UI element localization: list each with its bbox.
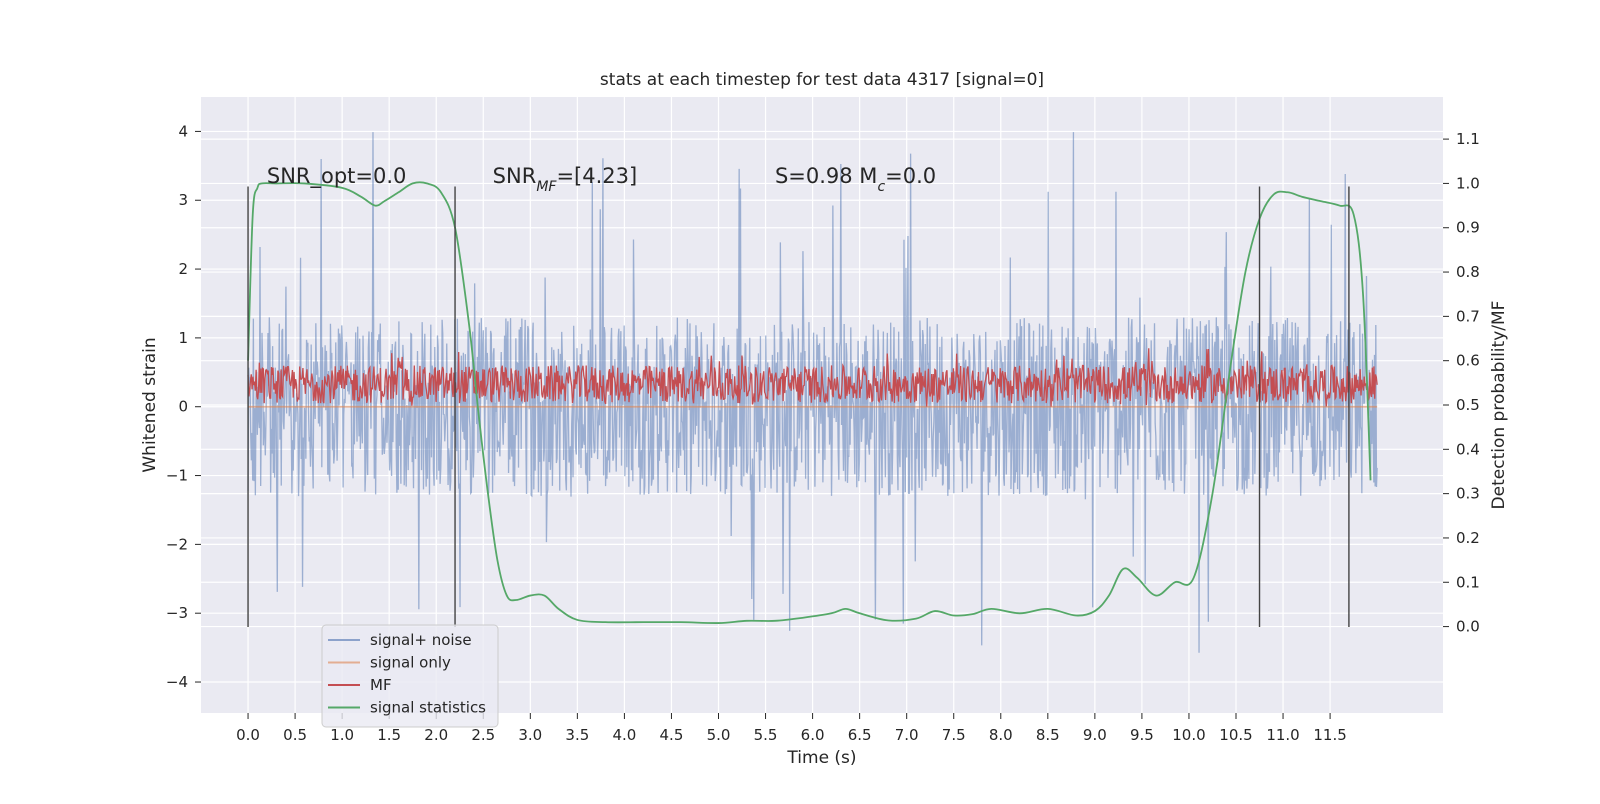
- annotation-0: SNR_opt=0.0: [267, 164, 407, 189]
- y-axis-ticks: 4 3 2 1 0 −1 −2 −3 −4: [166, 122, 201, 691]
- x-tick-label: 10.5: [1219, 726, 1252, 744]
- right-tick-label: 0.8: [1456, 263, 1480, 281]
- legend: signal+ noise signal only MF signal statist…: [321, 624, 499, 728]
- x-tick-label: 11.0: [1266, 726, 1299, 744]
- y-tick-label: 0: [178, 398, 188, 416]
- right-axis-ticks: 1.1 1.0 0.9 0.8 0.7 0.6 0.5 0.4 0.3 0.2 0.1 0.0: [1443, 130, 1480, 636]
- legend-label: signal statistics: [370, 699, 486, 717]
- x-tick-label: 10.0: [1172, 726, 1205, 744]
- x-tick-label: 8.5: [1036, 726, 1060, 744]
- annotation-1: SNRMF=[4.23]: [493, 164, 638, 195]
- x-axis-label: Time (s): [786, 748, 856, 768]
- right-tick-label: 0.4: [1456, 440, 1480, 458]
- chart-title: stats at each timestep for test data 431…: [600, 70, 1044, 90]
- x-tick-label: 4.5: [660, 726, 684, 744]
- right-tick-label: 0.1: [1456, 573, 1480, 591]
- x-tick-label: 3.0: [518, 726, 542, 744]
- right-tick-label: 1.0: [1456, 174, 1480, 192]
- right-tick-label: 0.6: [1456, 352, 1480, 370]
- x-tick-label: 5.0: [707, 726, 731, 744]
- x-tick-label: 0.5: [283, 726, 307, 744]
- x-tick-label: 7.0: [895, 726, 919, 744]
- x-tick-label: 9.5: [1130, 726, 1154, 744]
- y-tick-label: −2: [166, 535, 188, 553]
- right-tick-label: 0.7: [1456, 307, 1480, 325]
- x-tick-label: 8.0: [989, 726, 1013, 744]
- series-line-3: [247, 181, 1372, 624]
- series-line-0: [247, 132, 1378, 653]
- x-tick-label: 3.5: [565, 726, 589, 744]
- y-tick-label: −3: [166, 604, 188, 622]
- right-tick-label: 0.9: [1456, 219, 1480, 237]
- annotation-2: S=0.98 Mc=0.0: [775, 164, 936, 195]
- y-tick-label: 1: [178, 329, 188, 347]
- x-tick-label: 7.5: [942, 726, 966, 744]
- x-tick-label: 0.0: [236, 726, 260, 744]
- y-tick-label: −4: [166, 673, 188, 691]
- y-axis-label: Whitened strain: [140, 337, 160, 472]
- right-tick-label: 0.5: [1456, 396, 1480, 414]
- y-tick-label: −1: [166, 467, 188, 485]
- y-tick-label: 3: [178, 191, 188, 209]
- x-tick-label: 11.5: [1313, 726, 1346, 744]
- x-tick-label: 6.0: [801, 726, 825, 744]
- x-tick-label: 1.0: [330, 726, 354, 744]
- x-tick-label: 6.5: [848, 726, 872, 744]
- legend-frame: [321, 624, 499, 728]
- x-axis-ticks: 0.0 0.5 1.0 1.5 2.0 2.5 3.0 3.5 4.0 4.5 5.0 5.5 6.0 6…: [236, 713, 1347, 744]
- series-line-2: [247, 348, 1378, 407]
- legend-label: signal only: [370, 654, 451, 672]
- y-tick-label: 2: [178, 260, 188, 278]
- x-tick-label: 2.5: [471, 726, 495, 744]
- legend-label: MF: [370, 676, 392, 694]
- right-tick-label: 1.1: [1456, 130, 1480, 148]
- x-tick-label: 2.0: [424, 726, 448, 744]
- vertical-markers: [247, 186, 1350, 627]
- annotations: SNR_opt=0.0 SNRMF=[4.23] S=0.98 Mc=0.0: [267, 164, 936, 195]
- right-tick-label: 0.2: [1456, 529, 1480, 547]
- x-tick-label: 4.0: [612, 726, 636, 744]
- right-tick-label: 0.0: [1456, 618, 1480, 636]
- legend-label: signal+ noise: [370, 631, 472, 649]
- y-tick-label: 4: [178, 122, 188, 140]
- x-tick-label: 1.5: [377, 726, 401, 744]
- right-tick-label: 0.3: [1456, 485, 1480, 503]
- right-axis-label: Detection probability/MF: [1489, 301, 1509, 510]
- series-layer: [247, 132, 1378, 653]
- x-tick-label: 9.0: [1083, 726, 1107, 744]
- x-tick-label: 5.5: [754, 726, 778, 744]
